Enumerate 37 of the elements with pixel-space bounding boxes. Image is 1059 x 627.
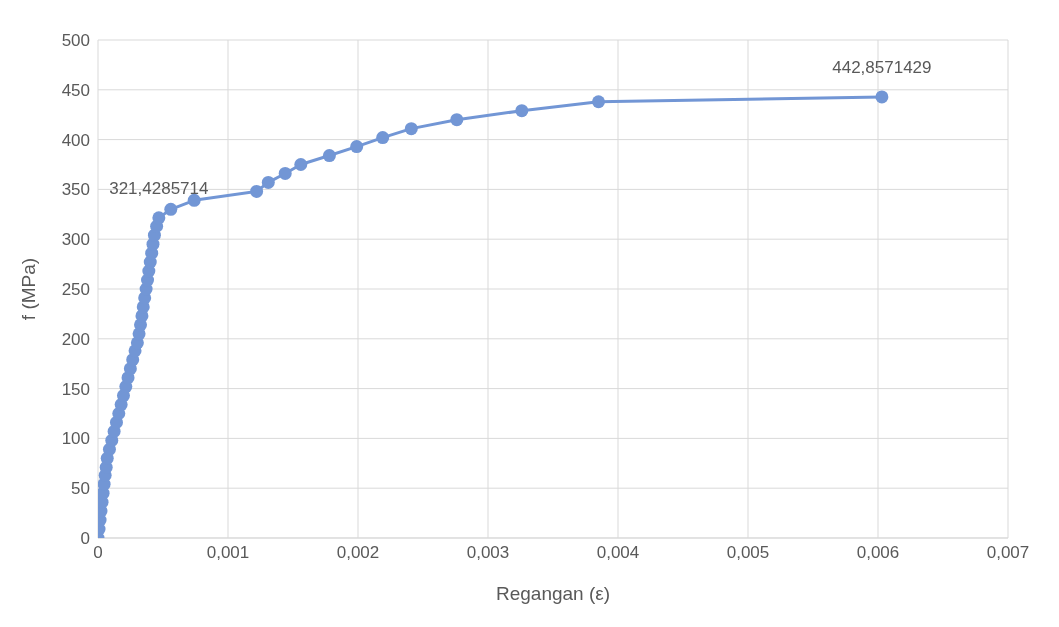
x-tick-label: 0,007 (986, 543, 1030, 563)
x-tick-label: 0,006 (856, 543, 900, 563)
point (250, 184, 264, 198)
y-tick-label: 500 (61, 31, 90, 51)
point (404, 122, 418, 136)
data-label: 442,8571429 (832, 57, 932, 77)
point (322, 149, 336, 163)
data-label: 321,4285714 (109, 178, 209, 198)
point (152, 211, 166, 225)
x-tick-label: 0,002 (336, 543, 380, 563)
point (164, 202, 178, 216)
point (592, 95, 605, 109)
point (350, 140, 364, 154)
point (261, 175, 275, 189)
y-tick-label: 100 (61, 429, 90, 449)
y-tick-label: 300 (61, 230, 90, 250)
y-tick-label: 200 (61, 329, 90, 349)
x-axis-title: Regangan (ε) (495, 583, 611, 604)
y-tick-label: 350 (61, 180, 90, 200)
point (278, 166, 292, 180)
y-tick-label: 400 (61, 130, 90, 150)
x-tick-label: 0 (93, 543, 103, 563)
point (294, 158, 308, 171)
y-tick-label: 450 (61, 80, 90, 100)
x-tick-label: 0,001 (206, 543, 250, 563)
y-axis-title: f (MPa) (17, 257, 39, 321)
x-tick-label: 0,003 (466, 543, 510, 563)
point (376, 131, 390, 145)
x-tick-label: 0,004 (596, 543, 640, 563)
y-tick-label: 50 (71, 479, 90, 499)
point (450, 113, 464, 127)
y-tick-label: 0 (80, 529, 90, 549)
y-tick-label: 250 (61, 280, 90, 300)
y-tick-label: 150 (61, 379, 90, 399)
point (875, 90, 889, 104)
point (515, 104, 529, 118)
x-tick-label: 0,005 (726, 543, 770, 563)
